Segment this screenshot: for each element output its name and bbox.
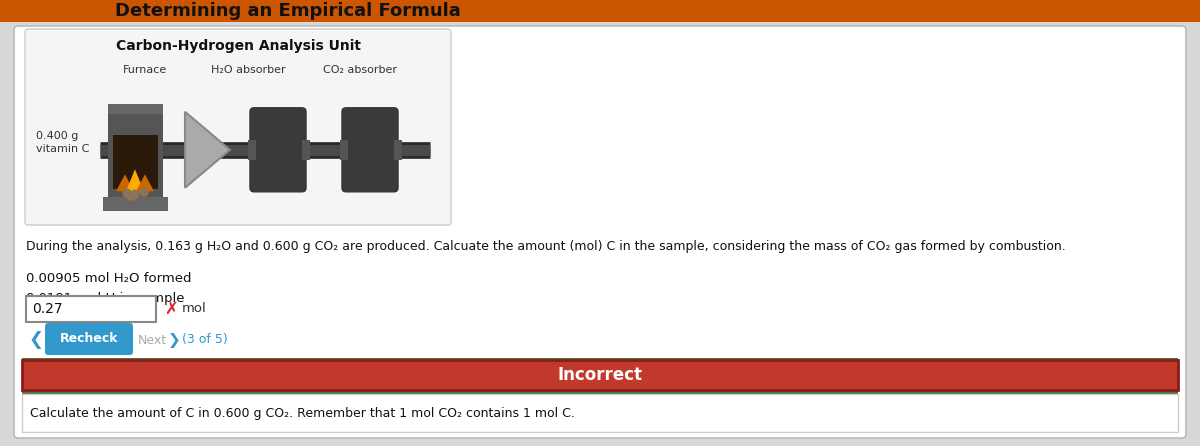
Text: VISUALIZATION: VISUALIZATION xyxy=(8,2,162,20)
Text: Calculate the amount of C in 0.600 g CO₂. Remember that 1 mol CO₂ contains 1 mol: Calculate the amount of C in 0.600 g CO₂… xyxy=(30,406,575,420)
Circle shape xyxy=(124,189,131,197)
FancyBboxPatch shape xyxy=(22,360,1178,390)
Text: CO₂ absorber: CO₂ absorber xyxy=(323,65,397,75)
FancyBboxPatch shape xyxy=(102,197,168,211)
Text: Incorrect: Incorrect xyxy=(558,366,642,384)
FancyBboxPatch shape xyxy=(340,140,348,160)
Circle shape xyxy=(140,188,148,196)
Text: mol: mol xyxy=(182,302,206,315)
Text: Determining an Empirical Formula: Determining an Empirical Formula xyxy=(115,2,461,20)
FancyBboxPatch shape xyxy=(22,394,1178,432)
Text: H₂O absorber: H₂O absorber xyxy=(211,65,286,75)
FancyBboxPatch shape xyxy=(26,296,156,322)
Circle shape xyxy=(131,190,139,198)
Text: ❮: ❮ xyxy=(28,331,43,349)
FancyBboxPatch shape xyxy=(250,108,306,192)
Text: Carbon-Hydrogen Analysis Unit: Carbon-Hydrogen Analysis Unit xyxy=(115,39,360,53)
Text: 0.400 g
vitamin C: 0.400 g vitamin C xyxy=(36,131,89,154)
FancyBboxPatch shape xyxy=(113,135,157,189)
FancyBboxPatch shape xyxy=(302,140,310,160)
Text: ✗: ✗ xyxy=(164,300,178,318)
Text: Next: Next xyxy=(138,334,167,347)
Text: 0.27: 0.27 xyxy=(32,302,62,316)
Text: 0.00905 mol H₂O formed: 0.00905 mol H₂O formed xyxy=(26,272,192,285)
Text: 0.0181 mol H in sample: 0.0181 mol H in sample xyxy=(26,292,185,305)
FancyBboxPatch shape xyxy=(394,140,402,160)
FancyBboxPatch shape xyxy=(0,0,1200,22)
Text: Recheck: Recheck xyxy=(60,333,119,346)
Polygon shape xyxy=(126,169,144,191)
Polygon shape xyxy=(185,112,230,188)
Polygon shape xyxy=(136,174,154,191)
FancyBboxPatch shape xyxy=(108,109,162,199)
Text: (3 of 5): (3 of 5) xyxy=(182,334,228,347)
FancyBboxPatch shape xyxy=(25,29,451,225)
Text: Furnace: Furnace xyxy=(122,65,167,75)
FancyBboxPatch shape xyxy=(248,140,256,160)
FancyBboxPatch shape xyxy=(14,26,1186,438)
FancyBboxPatch shape xyxy=(46,323,133,355)
Circle shape xyxy=(127,192,134,200)
Text: 4th attempt: 4th attempt xyxy=(55,361,122,371)
Text: ❯: ❯ xyxy=(168,333,181,347)
Text: During the analysis, 0.163 g H₂O and 0.600 g CO₂ are produced. Calcuate the amou: During the analysis, 0.163 g H₂O and 0.6… xyxy=(26,240,1066,253)
Polygon shape xyxy=(116,174,134,191)
FancyBboxPatch shape xyxy=(108,104,162,114)
FancyBboxPatch shape xyxy=(342,108,398,192)
FancyBboxPatch shape xyxy=(22,358,1178,394)
